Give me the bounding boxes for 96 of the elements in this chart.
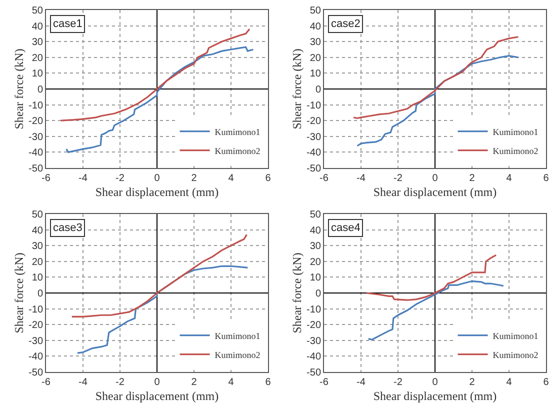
y-tick-label: -30 (28, 336, 44, 347)
annotation: case3 (53, 222, 82, 234)
y-tick-label: 50 (310, 210, 322, 220)
x-tick-label: 4 (228, 377, 234, 388)
line-series (71, 234, 248, 318)
x-tick-label: -6 (320, 173, 329, 184)
annotation: case1 (53, 18, 82, 30)
y-tick-label: -10 (306, 100, 322, 112)
y-tick-label: 30 (32, 37, 44, 48)
x-tick-label: 6 (543, 173, 550, 184)
line-series (60, 28, 250, 122)
x-tick-label: -2 (116, 377, 125, 388)
y-tick-label: -20 (306, 320, 322, 332)
y-tick-label: 0 (37, 84, 44, 96)
y-tick-label: -50 (306, 368, 322, 378)
legend-label: Kumimono1 (214, 126, 260, 137)
x-tick-label: 4 (228, 173, 234, 184)
y-tick-label: 20 (310, 256, 322, 268)
x-tick-label: -4 (356, 173, 366, 184)
y-tick-label: 20 (32, 52, 44, 64)
y-axis-title: Shear force (kN) (290, 48, 304, 130)
x-tick-label: 6 (265, 377, 272, 388)
y-tick-label: -50 (28, 368, 44, 378)
legend-label: Kumimono2 (214, 146, 260, 156)
y-tick-label: -40 (28, 352, 44, 363)
legend-label: Kumimono2 (492, 350, 538, 360)
legend-label: Kumimono1 (492, 330, 538, 341)
x-tick-label: 2 (469, 377, 476, 388)
y-tick-label: -50 (28, 164, 44, 174)
x-tick-label: -6 (42, 173, 51, 184)
y-tick-label: 0 (315, 84, 322, 96)
x-tick-label: -4 (78, 173, 88, 184)
y-tick-label: 20 (32, 256, 44, 268)
x-axis-title: Shear displacement (mm) (373, 184, 497, 199)
y-tick-label: 0 (37, 288, 44, 300)
x-tick-label: 6 (265, 173, 272, 184)
y-tick-label: 10 (310, 272, 322, 284)
y-axis-title: Shear force (kN) (290, 252, 304, 334)
y-tick-label: -40 (306, 352, 322, 363)
y-axis-title: Shear force (kN) (12, 48, 26, 130)
x-tick-label: 6 (543, 377, 550, 388)
y-tick-label: -30 (28, 132, 44, 143)
x-axis-title: Shear displacement (mm) (373, 388, 497, 403)
x-tick-label: 4 (506, 173, 512, 184)
y-axis-title: Shear force (kN) (12, 252, 26, 334)
y-tick-label: 30 (310, 37, 322, 48)
y-tick-label: 30 (310, 241, 322, 252)
y-tick-label: 40 (310, 225, 322, 236)
x-tick-label: 2 (469, 173, 476, 184)
y-tick-label: -10 (28, 100, 44, 112)
y-tick-label: 10 (32, 272, 44, 284)
x-tick-label: 0 (432, 377, 438, 388)
y-tick-label: -20 (306, 116, 322, 128)
x-tick-label: -6 (320, 377, 329, 388)
line-series (366, 254, 497, 301)
y-tick-label: 40 (310, 21, 322, 32)
y-tick-label: -30 (306, 132, 322, 143)
legend-label: Kumimono1 (492, 126, 538, 137)
line-series (352, 36, 520, 120)
x-tick-label: 0 (432, 173, 438, 184)
y-tick-label: -10 (306, 304, 322, 316)
legend-label: Kumimono2 (214, 350, 260, 360)
y-tick-label: 30 (32, 241, 44, 252)
y-tick-label: 40 (32, 21, 44, 32)
y-tick-label: 10 (32, 68, 44, 80)
y-tick-label: -30 (306, 336, 322, 347)
x-tick-label: -6 (42, 377, 51, 388)
annotation: case4 (331, 222, 360, 234)
y-tick-label: 0 (315, 288, 322, 300)
x-tick-label: 0 (154, 377, 160, 388)
y-tick-label: -50 (306, 164, 322, 174)
x-tick-label: 2 (191, 377, 198, 388)
x-tick-label: 2 (191, 173, 198, 184)
legend-label: Kumimono2 (492, 146, 538, 156)
y-tick-label: 10 (310, 68, 322, 80)
x-tick-label: -4 (78, 377, 88, 388)
x-tick-label: -2 (394, 377, 403, 388)
x-axis-title: Shear displacement (mm) (95, 388, 219, 403)
x-tick-label: -2 (116, 173, 125, 184)
y-tick-label: -40 (306, 148, 322, 159)
x-tick-label: -2 (394, 173, 403, 184)
y-tick-label: 50 (32, 210, 44, 220)
y-tick-label: 20 (310, 52, 322, 64)
y-tick-label: -10 (28, 304, 44, 316)
y-tick-label: 50 (310, 6, 322, 16)
x-tick-label: -4 (356, 377, 366, 388)
y-tick-label: -40 (28, 148, 44, 159)
annotation: case2 (331, 18, 360, 30)
y-tick-label: 50 (32, 6, 44, 16)
legend-label: Kumimono1 (214, 330, 260, 341)
x-tick-label: 0 (154, 173, 160, 184)
x-tick-label: 4 (506, 377, 512, 388)
x-axis-title: Shear displacement (mm) (95, 184, 219, 199)
y-tick-label: -20 (28, 116, 44, 128)
y-tick-label: -20 (28, 320, 44, 332)
y-tick-label: 40 (32, 225, 44, 236)
